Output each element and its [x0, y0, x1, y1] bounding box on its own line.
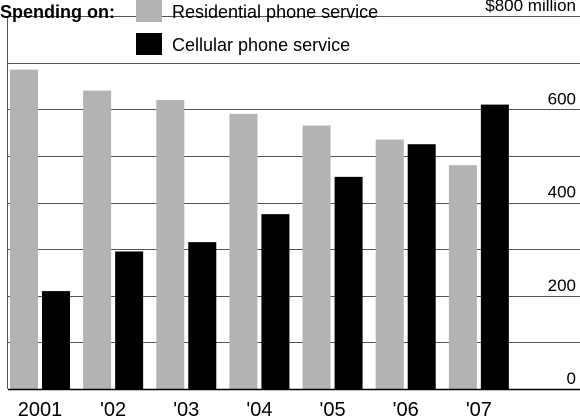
- legend-label-residential: Residential phone service: [172, 2, 378, 22]
- y-tick-label: $800 million: [485, 0, 576, 15]
- legend: Spending on: Residential phone service C…: [0, 0, 378, 55]
- y-tick-label: 400: [548, 183, 576, 202]
- x-tick-label: '03: [173, 399, 199, 419]
- bar-cellular: [42, 291, 70, 389]
- x-tick-label: '05: [320, 399, 346, 419]
- y-tick-label: 200: [548, 276, 576, 295]
- x-tick-label: 2001: [18, 399, 63, 419]
- bars: [10, 69, 509, 390]
- bar-cellular: [480, 104, 509, 390]
- y-tick-label: 0: [567, 369, 576, 388]
- legend-swatch-residential: [136, 0, 162, 22]
- bar-cellular: [407, 144, 436, 389]
- bar-cellular: [261, 214, 290, 389]
- legend-swatch-cellular: [136, 33, 162, 55]
- y-tick-label: 600: [548, 89, 576, 108]
- bar-residential: [156, 99, 185, 390]
- bar-cellular: [115, 251, 144, 389]
- x-tick-label: '06: [393, 399, 419, 419]
- legend-title: Spending on:: [0, 2, 115, 22]
- bar-residential: [229, 113, 258, 389]
- x-tick-label: '07: [466, 399, 492, 419]
- labels: 2001 '02 '03 '04 '05 '06 '07 0 200 400 600 $800 mil…: [18, 0, 576, 419]
- bar-residential: [10, 69, 38, 390]
- legend-label-cellular: Cellular phone service: [172, 35, 350, 55]
- bar-residential: [448, 165, 477, 389]
- x-tick-label: '02: [100, 399, 126, 419]
- bar-residential: [375, 139, 404, 389]
- axes: [7, 16, 580, 391]
- bar-cellular: [334, 176, 363, 389]
- bar-residential: [302, 125, 331, 389]
- bar-cellular: [188, 242, 217, 389]
- x-tick-label: '04: [246, 399, 272, 419]
- bar-residential: [83, 90, 112, 389]
